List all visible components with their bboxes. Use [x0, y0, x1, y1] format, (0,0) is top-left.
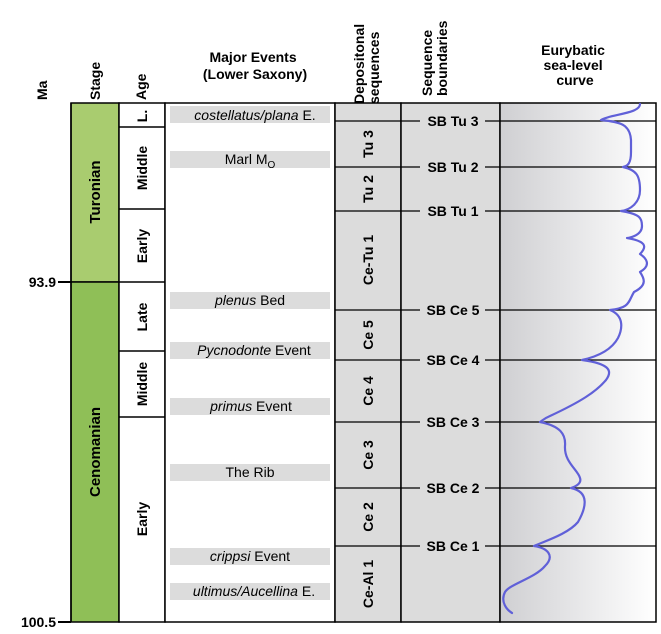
header-boundaries: Sequence boundaries	[419, 20, 450, 96]
ma-label-93-9: 93.9	[29, 274, 56, 290]
age-cenomanian-middle: Middle	[134, 362, 150, 407]
seq-ce5: Ce 5	[360, 320, 376, 350]
age-column	[118, 102, 166, 623]
event-costellatus: costellatus/plana E.	[194, 107, 315, 123]
sb-ce3: SB Ce 3	[427, 414, 480, 430]
event-rib: The Rib	[225, 464, 274, 480]
sb-ce2: SB Ce 2	[427, 480, 480, 496]
sb-ce1: SB Ce 1	[427, 538, 480, 554]
event-primus: primus Event	[209, 398, 292, 414]
event-band	[170, 292, 330, 309]
age-cenomanian-late: Late	[134, 302, 150, 331]
event-pycnodonte: Pycnodonte Event	[197, 342, 311, 358]
event-band	[170, 342, 330, 359]
ma-label-100-5: 100.5	[21, 614, 56, 629]
stage-turonian-fill	[70, 102, 120, 283]
sb-tu2: SB Tu 2	[427, 159, 478, 175]
header-stage: Stage	[87, 62, 103, 100]
seq-ce4: Ce 4	[360, 376, 376, 406]
seq-tu2: Tu 2	[360, 175, 376, 203]
event-band	[170, 583, 330, 600]
seq-ce2: Ce 2	[360, 502, 376, 532]
sea-level-curve	[502, 102, 648, 615]
header-curve: Eurybatic sea-level curve	[541, 42, 609, 88]
header-depositional: Depositonal sequences	[351, 20, 382, 104]
events-column	[164, 102, 336, 623]
header-events: Major Events (Lower Saxony)	[203, 49, 307, 82]
event-marl: Marl MO	[225, 151, 276, 171]
event-band	[170, 548, 330, 565]
stage-turonian: Turonian	[87, 160, 104, 223]
stage-cenomanian-fill	[70, 281, 120, 623]
event-crippsi: crippsi Event	[210, 548, 290, 564]
stage-cenomanian: Cenomanian	[87, 407, 104, 497]
seq-ceal1: Ce-Al 1	[360, 560, 376, 608]
age-turonian-middle: Middle	[134, 146, 150, 191]
boundaries-column	[400, 102, 501, 623]
event-band	[170, 106, 330, 123]
age-turonian-early: Early	[134, 229, 150, 263]
sb-ce5: SB Ce 5	[427, 302, 480, 318]
sequences-column	[334, 102, 402, 623]
header-age: Age	[133, 73, 149, 100]
sb-tu3: SB Tu 3	[427, 113, 478, 129]
sb-tu1: SB Tu 1	[427, 203, 478, 219]
seq-cetu1: Ce-Tu 1	[360, 235, 376, 286]
boundary-lines	[335, 120, 656, 547]
seq-tu3: Tu 3	[360, 130, 376, 158]
header-ma: Ma	[34, 80, 50, 100]
seq-ce3: Ce 3	[360, 440, 376, 470]
event-band	[170, 398, 330, 415]
event-ultimus: ultimus/Aucellina E.	[193, 583, 315, 599]
event-plenus: plenus Bed	[214, 292, 285, 308]
event-band	[170, 464, 330, 481]
sb-ce4: SB Ce 4	[427, 352, 480, 368]
age-cenomanian-early: Early	[134, 502, 150, 536]
event-band	[170, 151, 330, 168]
age-turonian-late: L.	[134, 110, 150, 122]
curve-column	[499, 102, 657, 623]
